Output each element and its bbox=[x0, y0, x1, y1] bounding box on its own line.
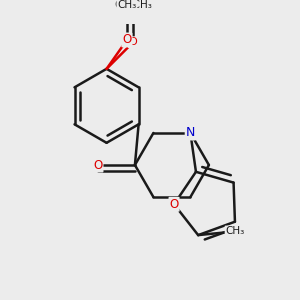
Text: O—CH₃: O—CH₃ bbox=[114, 0, 152, 10]
Text: CH₃: CH₃ bbox=[117, 0, 136, 10]
Text: O: O bbox=[93, 158, 103, 172]
Text: O: O bbox=[169, 198, 179, 211]
Text: O: O bbox=[122, 34, 131, 46]
Text: O: O bbox=[129, 37, 138, 47]
Text: N: N bbox=[186, 127, 195, 140]
Text: CH₃: CH₃ bbox=[226, 226, 245, 236]
